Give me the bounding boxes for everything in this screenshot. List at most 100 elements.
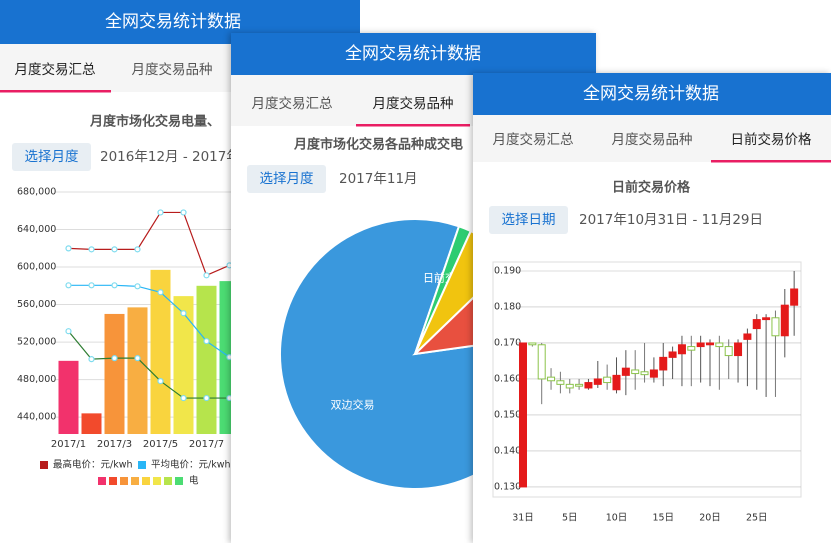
candle-body: [547, 376, 556, 382]
candle-body: [752, 319, 761, 330]
y-tick-label: 0.180: [494, 301, 521, 312]
tab[interactable]: 日前交易价格: [731, 131, 812, 148]
price-point: [134, 355, 141, 362]
select-button-label[interactable]: 选择月度: [260, 171, 314, 187]
candle-body: [593, 378, 602, 385]
candle-body: [631, 369, 640, 375]
price-point: [180, 310, 187, 317]
x-tick-label: 2017/3: [97, 439, 132, 450]
x-tick-label: 5日: [562, 513, 578, 524]
select-button-label[interactable]: 选择日期: [502, 212, 556, 228]
tab-bar: [473, 115, 831, 162]
price-line: [68, 211, 230, 277]
header-title: 全网交易统计数据: [583, 84, 719, 104]
legend-swatch: [131, 477, 139, 485]
y-tick-label: 480,000: [17, 374, 56, 385]
price-point: [88, 356, 95, 363]
price-point: [180, 394, 187, 402]
legend-label: 电: [189, 475, 199, 487]
bar: [58, 360, 79, 434]
select-button[interactable]: [12, 143, 91, 171]
header-title: 全网交易统计数据: [345, 44, 481, 64]
y-tick-label: 0.140: [494, 445, 521, 456]
legend-swatch: [120, 477, 128, 485]
legend-swatch: [175, 477, 183, 485]
tab-indicator: [711, 160, 831, 163]
candle-body: [762, 317, 771, 321]
bar: [81, 413, 102, 434]
price-point: [111, 355, 118, 362]
price-point: [134, 283, 141, 290]
price-point: [65, 282, 72, 289]
price-point: [134, 246, 141, 253]
chart-title: 月度市场化交易各品种成交电: [293, 137, 463, 153]
x-tick-label: 2017/7: [189, 439, 224, 450]
candle-body: [734, 342, 743, 357]
tab[interactable]: 月度交易汇总: [15, 61, 96, 78]
y-tick-label: 640,000: [17, 224, 56, 235]
price-point: [180, 209, 187, 216]
chart-title: 日前交易价格: [612, 180, 691, 196]
candle-body: [668, 351, 677, 358]
tab[interactable]: 月度交易汇总: [493, 131, 574, 148]
x-tick-label: 10日: [606, 513, 628, 524]
y-tick-label: 0.150: [494, 409, 521, 420]
select-button[interactable]: [489, 206, 568, 234]
price-point: [88, 282, 95, 289]
y-tick-label: 0.190: [494, 265, 521, 276]
tab-indicator: [356, 124, 470, 127]
candle-body: [706, 342, 714, 346]
select-button[interactable]: [247, 165, 326, 193]
candle-body: [677, 344, 686, 355]
tab[interactable]: 月度交易汇总: [252, 95, 333, 112]
price-point: [111, 246, 118, 253]
legend-swatch: [98, 477, 106, 485]
bar: [127, 307, 148, 434]
price-point: [111, 282, 118, 289]
slice-label: 双边交易: [330, 398, 374, 412]
candle-body: [621, 367, 630, 376]
legend-swatch: [164, 477, 172, 485]
tab[interactable]: 月度交易品种: [612, 131, 693, 148]
legend-swatch: [109, 477, 117, 485]
price-point: [203, 338, 210, 345]
range-text: 2016年12月 - 2017年: [100, 149, 240, 165]
candle-body: [790, 288, 799, 306]
x-tick-label: 25日: [746, 513, 768, 524]
x-tick-label: 15日: [652, 513, 674, 524]
bar: [104, 313, 125, 434]
price-point: [203, 394, 210, 402]
price-line: [68, 284, 230, 358]
candle-body: [640, 371, 649, 376]
tab[interactable]: 月度交易品种: [373, 95, 454, 112]
screen: 全网交易统计数据 月度交易汇总 月度交易品种 日前交易价格 日前交易价格 选择日期 2017…: [473, 73, 831, 543]
header-bar: [473, 73, 831, 115]
candle-body: [771, 317, 780, 337]
candle-body: [612, 374, 621, 391]
chart-title: 月度市场化交易电量、: [89, 114, 220, 130]
x-tick-label: 2017/1: [51, 439, 86, 450]
candle-body: [519, 342, 527, 488]
price-point: [157, 289, 164, 296]
y-tick-label: 560,000: [17, 299, 56, 310]
header-title: 全网交易统计数据: [105, 12, 241, 32]
plot-frame: [492, 261, 802, 498]
tab[interactable]: 月度交易品种: [132, 61, 213, 78]
header-bar: [231, 33, 596, 75]
legend-swatch: [142, 477, 150, 485]
candle-body: [603, 376, 612, 384]
price-point: [88, 246, 95, 253]
price-point: [65, 328, 72, 335]
legend-swatch: [153, 477, 161, 485]
select-button-label[interactable]: 选择月度: [25, 149, 79, 165]
bar: [173, 296, 194, 434]
x-tick-label: 31日: [512, 513, 534, 524]
range-text: 2017年11月: [339, 171, 418, 187]
price-line: [68, 330, 230, 399]
candle-body: [584, 382, 593, 389]
candle-body: [575, 383, 584, 387]
x-tick-label: 20日: [699, 513, 721, 524]
bar: [196, 285, 217, 434]
